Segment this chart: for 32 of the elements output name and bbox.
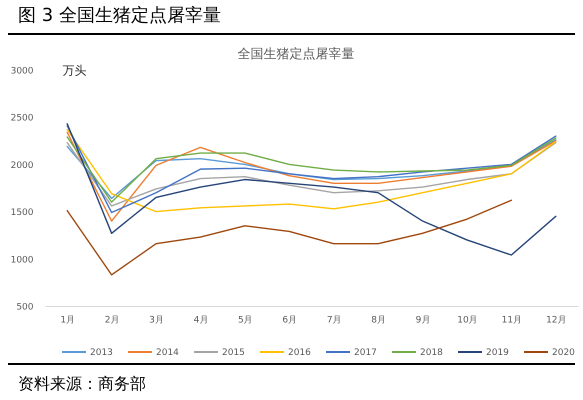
legend-label: 2013: [90, 348, 113, 358]
line-series: [66, 123, 556, 256]
x-tick-label: 6月: [282, 316, 298, 326]
y-tick-label: 1000: [10, 255, 34, 266]
legend-label: 2017: [354, 348, 377, 358]
line-series: [66, 200, 512, 276]
y-tick-label: 1500: [10, 208, 34, 218]
text: 资料来源：商务部: [18, 374, 146, 393]
legend-label: 2020: [552, 348, 576, 358]
legend-label: 2019: [486, 348, 510, 358]
chart-title: 图 3 全国生猪定点屠宰量: [18, 5, 221, 26]
x-tick-label: 1月: [60, 316, 76, 326]
chart-subtitle: 全国生猪定点屠宰量: [238, 46, 354, 62]
y-tick-label: 500: [16, 302, 34, 312]
legend-label: 2015: [222, 348, 245, 358]
x-tick-label: 10月: [457, 316, 478, 326]
x-tick-label: 5月: [238, 316, 253, 326]
x-tick-label: 12月: [546, 316, 567, 326]
y-tick-label: 3000: [10, 66, 34, 76]
x-tick-label: 11月: [502, 316, 522, 326]
y-axis-title: 万头: [62, 64, 86, 78]
x-tick-label: 9月: [416, 316, 430, 326]
x-tick-label: 7月: [326, 316, 342, 326]
x-tick-label: 8月: [371, 316, 386, 326]
legend-label: 2016: [288, 348, 312, 358]
legend-label: 2018: [420, 348, 444, 358]
x-tick-label: 4月: [194, 316, 208, 326]
y-tick-label: 2500: [10, 114, 34, 124]
x-tick-label: 2月: [104, 316, 120, 326]
y-tick-label: 2000: [10, 160, 34, 171]
x-tick-label: 3月: [149, 316, 164, 326]
legend-label: 2014: [156, 348, 180, 358]
